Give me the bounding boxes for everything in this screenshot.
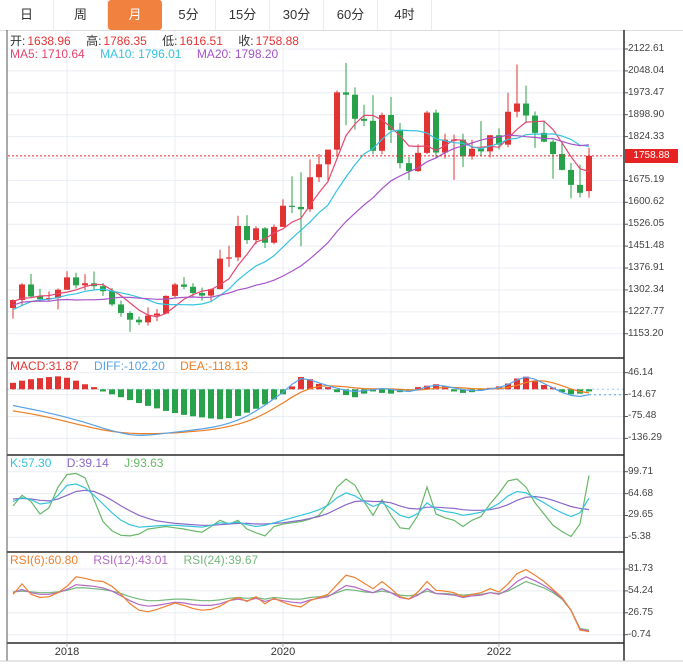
- k-value: K:57.30: [10, 456, 52, 470]
- tab-5min[interactable]: 5分: [162, 0, 216, 30]
- y-axis-label: 1898.90: [628, 108, 665, 120]
- y-axis-label: 1451.48: [628, 240, 665, 252]
- ma5-value: MA5: 1710.64: [10, 47, 85, 61]
- d-value: D:39.14: [66, 456, 109, 470]
- y-axis-label: 1153.20: [628, 327, 664, 339]
- high-value: 1786.35: [103, 34, 147, 48]
- diff-value: DIFF:-102.20: [94, 359, 165, 373]
- ma10-value: MA10: 1796.01: [100, 47, 182, 61]
- y-axis-label: -5.38: [628, 531, 651, 543]
- x-axis-year-label: 2018: [54, 646, 80, 658]
- j-value: J:93.63: [124, 456, 164, 470]
- kdj-legend: K:57.30 D:39.14 J:93.63: [10, 456, 175, 470]
- y-axis-label: 29.65: [628, 509, 654, 521]
- low-label: 低:: [162, 34, 178, 48]
- y-axis-label: 2048.04: [628, 64, 665, 76]
- y-axis-label: 1302.34: [628, 283, 665, 295]
- rsi6-value: RSI(6):60.80: [10, 553, 79, 567]
- x-axis-year-label: 2020: [270, 646, 296, 658]
- y-axis-label: 1227.77: [628, 305, 665, 317]
- y-axis-label: 64.68: [628, 487, 654, 499]
- y-axis-label: 46.14: [628, 366, 654, 378]
- ma20-value: MA20: 1798.20: [196, 47, 279, 61]
- close-value: 1758.88: [255, 34, 299, 48]
- y-axis-label: 1824.33: [628, 130, 665, 142]
- y-axis-label: -75.48: [628, 410, 657, 422]
- current-price-badge: 1758.88: [625, 148, 678, 163]
- rsi-legend: RSI(6):60.80 RSI(12):43.01 RSI(24):39.67: [10, 553, 270, 567]
- tab-15min[interactable]: 15分: [216, 0, 270, 30]
- open-value: 1638.96: [27, 34, 71, 48]
- y-axis-label: -136.29: [628, 432, 662, 444]
- y-axis-label: 99.71: [628, 465, 654, 477]
- y-axis-label: 1973.47: [628, 86, 665, 98]
- y-axis-label: 1675.19: [628, 174, 665, 186]
- interval-tabbar: 日 周 月 5分 15分 30分 60分 4时: [0, 0, 683, 30]
- y-axis-label: 26.75: [628, 606, 654, 618]
- high-label: 高:: [86, 34, 102, 48]
- y-axis-label: 1600.62: [628, 196, 665, 208]
- y-axis-label: 54.24: [628, 584, 654, 596]
- ma-legend: MA5: 1710.64 MA10: 1796.01 MA20: 1798.20: [10, 47, 290, 61]
- rsi12-value: RSI(12):43.01: [93, 553, 169, 567]
- tab-monthly[interactable]: 月: [108, 0, 162, 30]
- tab-weekly[interactable]: 周: [54, 0, 108, 30]
- dea-value: DEA:-118.13: [180, 359, 248, 373]
- low-value: 1616.51: [179, 34, 223, 48]
- tab-daily[interactable]: 日: [0, 0, 54, 30]
- tab-30min[interactable]: 30分: [270, 0, 324, 30]
- macd-value: MACD:31.87: [10, 359, 79, 373]
- tab-4hour[interactable]: 4时: [378, 0, 432, 30]
- y-axis-label: 1376.91: [628, 262, 665, 274]
- y-axis-label: -14.67: [628, 388, 657, 400]
- ohlc-legend: 开: 1638.96 高: 1786.35 低: 1616.51 收: 1758.88: [10, 32, 311, 49]
- close-label: 收:: [238, 34, 254, 48]
- x-axis-year-label: 2022: [486, 646, 512, 658]
- y-axis-label: 81.73: [628, 563, 654, 574]
- rsi24-value: RSI(24):39.67: [183, 553, 259, 567]
- y-axis-label: 1526.05: [628, 218, 665, 230]
- open-label: 开:: [10, 34, 26, 48]
- macd-legend: MACD:31.87 DIFF:-102.20 DEA:-118.13: [10, 359, 260, 373]
- tab-60min[interactable]: 60分: [324, 0, 378, 30]
- y-axis-label: -0.74: [628, 628, 651, 640]
- y-axis-label: 2122.61: [628, 43, 665, 54]
